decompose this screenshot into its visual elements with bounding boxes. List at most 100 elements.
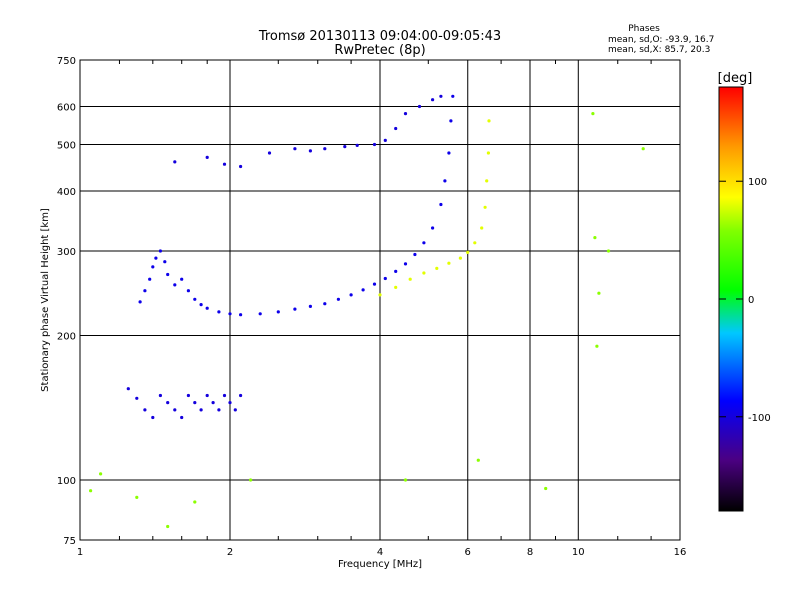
data-point: [417, 104, 422, 109]
data-point: [476, 458, 480, 462]
data-point: [99, 472, 103, 476]
data-point: [403, 112, 408, 116]
data-point: [267, 151, 272, 155]
data-point: [239, 164, 243, 169]
data-point: [249, 478, 253, 482]
colorbar-ticks: 100 0 -100: [719, 177, 771, 424]
data-point: [458, 256, 462, 260]
data-point: [166, 272, 170, 277]
y-tick-label: 75: [63, 536, 76, 547]
chart-title: Tromsø 20130113 09:04:00-09:05:43: [258, 29, 501, 44]
x-tick-label: 2: [227, 547, 233, 558]
data-point: [222, 393, 227, 398]
data-point: [593, 236, 597, 240]
data-point: [205, 393, 209, 398]
colorbar-tick-label: 100: [748, 177, 767, 188]
data-point: [480, 226, 484, 230]
data-point: [193, 401, 197, 405]
y-tick-label: 200: [57, 332, 76, 343]
data-point: [485, 179, 489, 183]
data-point: [544, 486, 548, 491]
data-point: [143, 289, 147, 293]
data-point: [228, 401, 232, 405]
data-point: [394, 126, 398, 131]
data-point: [166, 401, 170, 405]
data-point: [383, 276, 387, 281]
y-tick-label: 500: [57, 141, 76, 152]
data-point: [431, 226, 435, 230]
data-point: [435, 266, 439, 270]
axis-ticks: 1 2 4 6 8 10 16 75 100 200 300 400 500 600 750: [57, 56, 686, 558]
data-point: [193, 500, 197, 504]
data-point: [431, 98, 435, 102]
data-point: [439, 202, 443, 207]
data-point: [276, 310, 280, 314]
grid-lines: [80, 60, 680, 540]
data-point: [378, 293, 382, 297]
data-point: [487, 119, 491, 123]
data-point: [422, 271, 426, 275]
data-point: [403, 478, 408, 482]
data-point: [439, 94, 443, 98]
data-point: [163, 260, 167, 264]
data-point: [233, 408, 237, 412]
data-point: [372, 142, 377, 147]
x-axis-label: Frequency [MHz]: [338, 559, 422, 570]
data-point: [447, 261, 451, 265]
data-point: [173, 283, 177, 287]
x-tick-label: 1: [77, 547, 83, 558]
data-point: [466, 250, 470, 254]
data-point: [166, 524, 170, 529]
data-point: [403, 262, 408, 266]
x-tick-label: 8: [527, 547, 533, 558]
data-point: [483, 205, 487, 209]
data-point: [154, 256, 158, 260]
data-point: [394, 285, 398, 289]
data-point: [89, 489, 93, 493]
data-point: [211, 401, 215, 405]
data-point: [408, 277, 412, 281]
data-point: [641, 147, 645, 151]
data-point: [486, 151, 490, 155]
data-point: [447, 151, 451, 155]
data-point: [199, 408, 203, 412]
data-point: [293, 307, 297, 311]
data-point: [361, 288, 365, 292]
data-point: [126, 387, 130, 391]
data-point: [217, 310, 221, 314]
data-point: [308, 149, 312, 153]
data-point: [239, 393, 243, 398]
data-point: [205, 155, 209, 159]
data-point: [173, 408, 177, 412]
stats-heading: Phases: [628, 24, 660, 34]
data-point: [135, 396, 139, 400]
data-point: [222, 162, 227, 166]
data-point: [349, 293, 353, 297]
colorbar-label: [deg]: [718, 71, 753, 86]
data-point: [293, 147, 297, 151]
data-point: [323, 302, 327, 306]
y-tick-label: 750: [57, 56, 76, 67]
data-point: [193, 297, 197, 301]
data-point: [205, 306, 209, 310]
y-tick-label: 100: [57, 476, 76, 487]
x-tick-label: 10: [572, 547, 585, 558]
x-tick-label: 4: [377, 547, 383, 558]
chart-subtitle: RwPretec (8p): [334, 43, 425, 58]
data-point: [597, 291, 601, 295]
data-point: [413, 252, 417, 257]
data-point: [473, 241, 477, 245]
data-point: [355, 143, 359, 147]
data-point: [186, 289, 190, 293]
data-point: [217, 408, 221, 412]
data-point: [383, 138, 387, 142]
data-point: [451, 94, 455, 98]
data-point: [143, 408, 147, 412]
data-point: [394, 269, 398, 273]
data-point: [443, 179, 447, 183]
data-point: [591, 112, 595, 116]
y-tick-label: 600: [57, 103, 76, 114]
data-point: [336, 297, 340, 301]
scatter-points: [89, 94, 645, 529]
data-point: [138, 300, 142, 304]
